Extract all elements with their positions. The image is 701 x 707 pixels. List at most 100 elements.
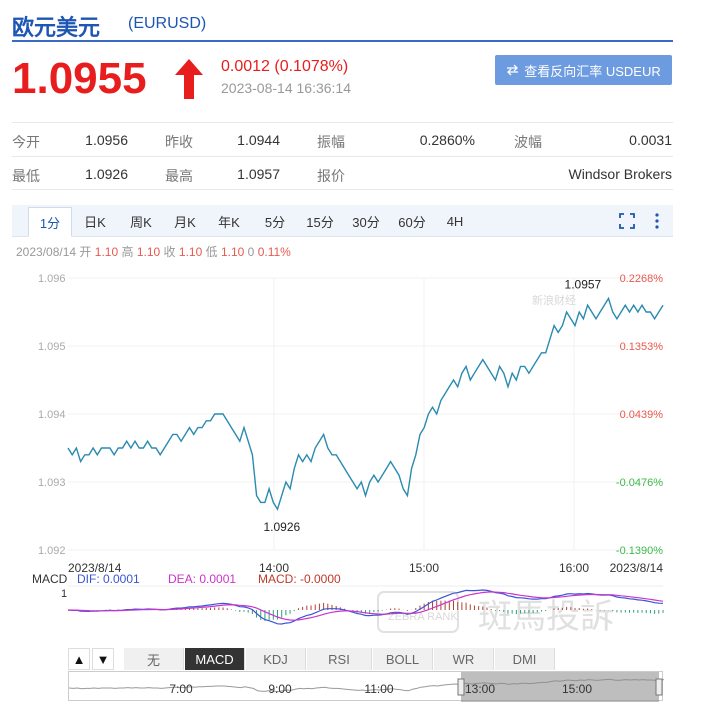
high-annotation: 1.0957	[565, 277, 602, 291]
reverse-rate-button[interactable]: 查看反向汇率 USDEUR	[495, 55, 672, 85]
macd-title: MACD	[32, 572, 68, 586]
stats-row: 最低 1.0926 最高 1.0957 报价 Windsor Brokers	[12, 156, 673, 190]
percent-axis-labels: 0.2268% 0.1353% 0.0439% -0.0476% -0.1390%	[616, 273, 663, 557]
macd-y-bottom: -1	[57, 633, 67, 634]
info-date: 2023/08/14	[16, 245, 77, 259]
swing-label: 波幅	[514, 134, 542, 150]
tab-4h[interactable]: 4H	[446, 213, 464, 229]
tab-yearly[interactable]: 年K	[218, 214, 240, 230]
y-tick-label: 1.095	[38, 341, 66, 353]
tab-monthly[interactable]: 月K	[174, 214, 196, 230]
high-value: 1.0957	[237, 166, 280, 182]
stats-row: 今开 1.0956 昨收 1.0944 振幅 0.2860% 波幅 0.0031	[12, 122, 673, 156]
stats-table: 今开 1.0956 昨收 1.0944 振幅 0.2860% 波幅 0.0031…	[12, 122, 673, 190]
indicator-macd[interactable]: MACD	[185, 648, 245, 670]
sina-watermark: 新浪财经	[532, 293, 576, 307]
x-axis-labels: 2023/8/14 14:00 15:00 16:00 2023/8/14	[68, 561, 663, 575]
tab-daily[interactable]: 日K	[84, 214, 106, 230]
scroll-up-button[interactable]: ▲	[68, 648, 90, 670]
indicator-kdj[interactable]: KDJ	[246, 648, 306, 670]
indicator-dmi[interactable]: DMI	[495, 648, 555, 670]
period-tabs: 1分 日K 周K 月K 年K 5分 15分 30分 60分 4H	[12, 205, 673, 237]
quote-value: Windsor Brokers	[568, 166, 672, 182]
tab-weekly[interactable]: 周K	[130, 214, 152, 230]
macd-dif: DIF: 0.0001	[77, 572, 140, 586]
navigator-tick-label: 9:00	[268, 682, 292, 696]
navigator-selection[interactable]	[461, 672, 659, 702]
indicator-bar: ▲ ▼ 无 MACD KDJ RSI BOLL WR DMI	[68, 648, 663, 670]
y-axis-labels: 1.096 1.095 1.094 1.093 1.092	[38, 273, 66, 557]
fullscreen-icon[interactable]	[618, 212, 636, 230]
more-icon[interactable]	[648, 212, 666, 230]
current-price: 1.0955	[12, 54, 147, 103]
info-close-label: 收	[163, 245, 176, 259]
time-navigator[interactable]: 7:00 9:00 11:00 13:00 15:00	[68, 671, 665, 702]
y-tick-label: 1.092	[38, 545, 66, 557]
x-tick-label: 16:00	[559, 561, 589, 575]
pct-tick-label: 0.2268%	[620, 273, 664, 285]
tab-60min[interactable]: 60分	[398, 214, 426, 230]
price-chart[interactable]: 1.096 1.095 1.094 1.093 1.092 0.2268% 0.1353%…	[0, 262, 701, 584]
pct-tick-label: 0.0439%	[620, 409, 664, 421]
navigator-left-handle[interactable]	[457, 678, 465, 696]
quote-label: 报价	[317, 168, 345, 184]
tab-1min[interactable]: 1分	[28, 207, 72, 237]
x-tick-label: 15:00	[409, 561, 439, 575]
navigator-right-handle[interactable]	[655, 678, 663, 696]
pct-tick-label: -0.0476%	[616, 477, 663, 489]
navigator-ticks: 7:00 9:00 11:00 13:00 15:00	[169, 682, 592, 696]
price-change: 0.0012 (0.1078%)	[221, 58, 349, 75]
navigator-tick-label: 11:00	[364, 682, 393, 696]
x-tick-label: 2023/8/14	[68, 561, 122, 575]
amplitude-value: 0.2860%	[419, 132, 475, 148]
reverse-rate-label: 查看反向汇率 USDEUR	[524, 63, 661, 79]
swap-icon	[507, 64, 519, 76]
info-pct: 0.11%	[257, 245, 291, 259]
title-bar: 欧元美元 (EURUSD)	[12, 8, 673, 42]
macd-chart[interactable]: MACD DIF: 0.0001 DEA: 0.0001 MACD: -0.00…	[0, 572, 701, 634]
navigator-tick-label: 7:00	[169, 682, 193, 696]
tab-15min[interactable]: 15分	[306, 214, 334, 230]
indicator-none[interactable]: 无	[124, 648, 184, 670]
scroll-down-button[interactable]: ▼	[92, 648, 114, 670]
ohlc-info-line: 2023/08/14 开 1.10 高 1.10 收 1.10 低 1.10 0…	[16, 243, 291, 260]
indicator-rsi[interactable]: RSI	[307, 648, 372, 670]
high-label: 最高	[165, 168, 193, 184]
info-high-label: 高	[121, 245, 134, 259]
macd-value: MACD: -0.0000	[258, 572, 341, 586]
indicator-wr[interactable]: WR	[434, 648, 494, 670]
open-label: 今开	[12, 134, 40, 150]
zebra-watermark: ZEBRA RANK 斑馬投訴	[377, 591, 614, 634]
chart-grid	[68, 277, 663, 551]
info-low-label: 低	[205, 245, 218, 259]
amplitude-label: 振幅	[317, 134, 345, 150]
info-low: 1.10	[220, 245, 245, 259]
low-value: 1.0926	[85, 166, 128, 182]
info-open: 1.10	[94, 245, 119, 259]
indicator-boll[interactable]: BOLL	[373, 648, 433, 670]
prev-close-label: 昨收	[165, 134, 193, 150]
page-title: 欧元美元	[12, 15, 101, 40]
x-tick-label: 2023/8/14	[610, 561, 664, 575]
navigator-chart: 7:00 9:00 11:00 13:00 15:00	[68, 672, 665, 702]
navigator-tick-label: 15:00	[562, 682, 592, 696]
info-high: 1.10	[136, 245, 161, 259]
y-tick-label: 1.093	[38, 477, 66, 489]
low-annotation: 1.0926	[264, 520, 301, 534]
info-close: 1.10	[178, 245, 203, 259]
pct-tick-label: -0.1390%	[616, 545, 663, 557]
zebra-watermark-cn: 斑馬投訴	[478, 598, 614, 634]
info-open-label: 开	[79, 245, 92, 259]
tab-5min[interactable]: 5分	[264, 214, 286, 230]
open-value: 1.0956	[85, 132, 128, 148]
tab-30min[interactable]: 30分	[352, 214, 380, 230]
macd-dea: DEA: 0.0001	[168, 572, 236, 586]
dea-line	[67, 591, 664, 621]
up-arrow-icon	[175, 59, 203, 99]
quote-timestamp: 2023-08-14 16:36:14	[221, 80, 351, 96]
prev-close-value: 1.0944	[237, 132, 280, 148]
pct-tick-label: 0.1353%	[620, 341, 664, 353]
x-tick-label: 14:00	[259, 561, 289, 575]
macd-y-top: 1	[61, 588, 67, 600]
y-tick-label: 1.096	[38, 273, 66, 285]
